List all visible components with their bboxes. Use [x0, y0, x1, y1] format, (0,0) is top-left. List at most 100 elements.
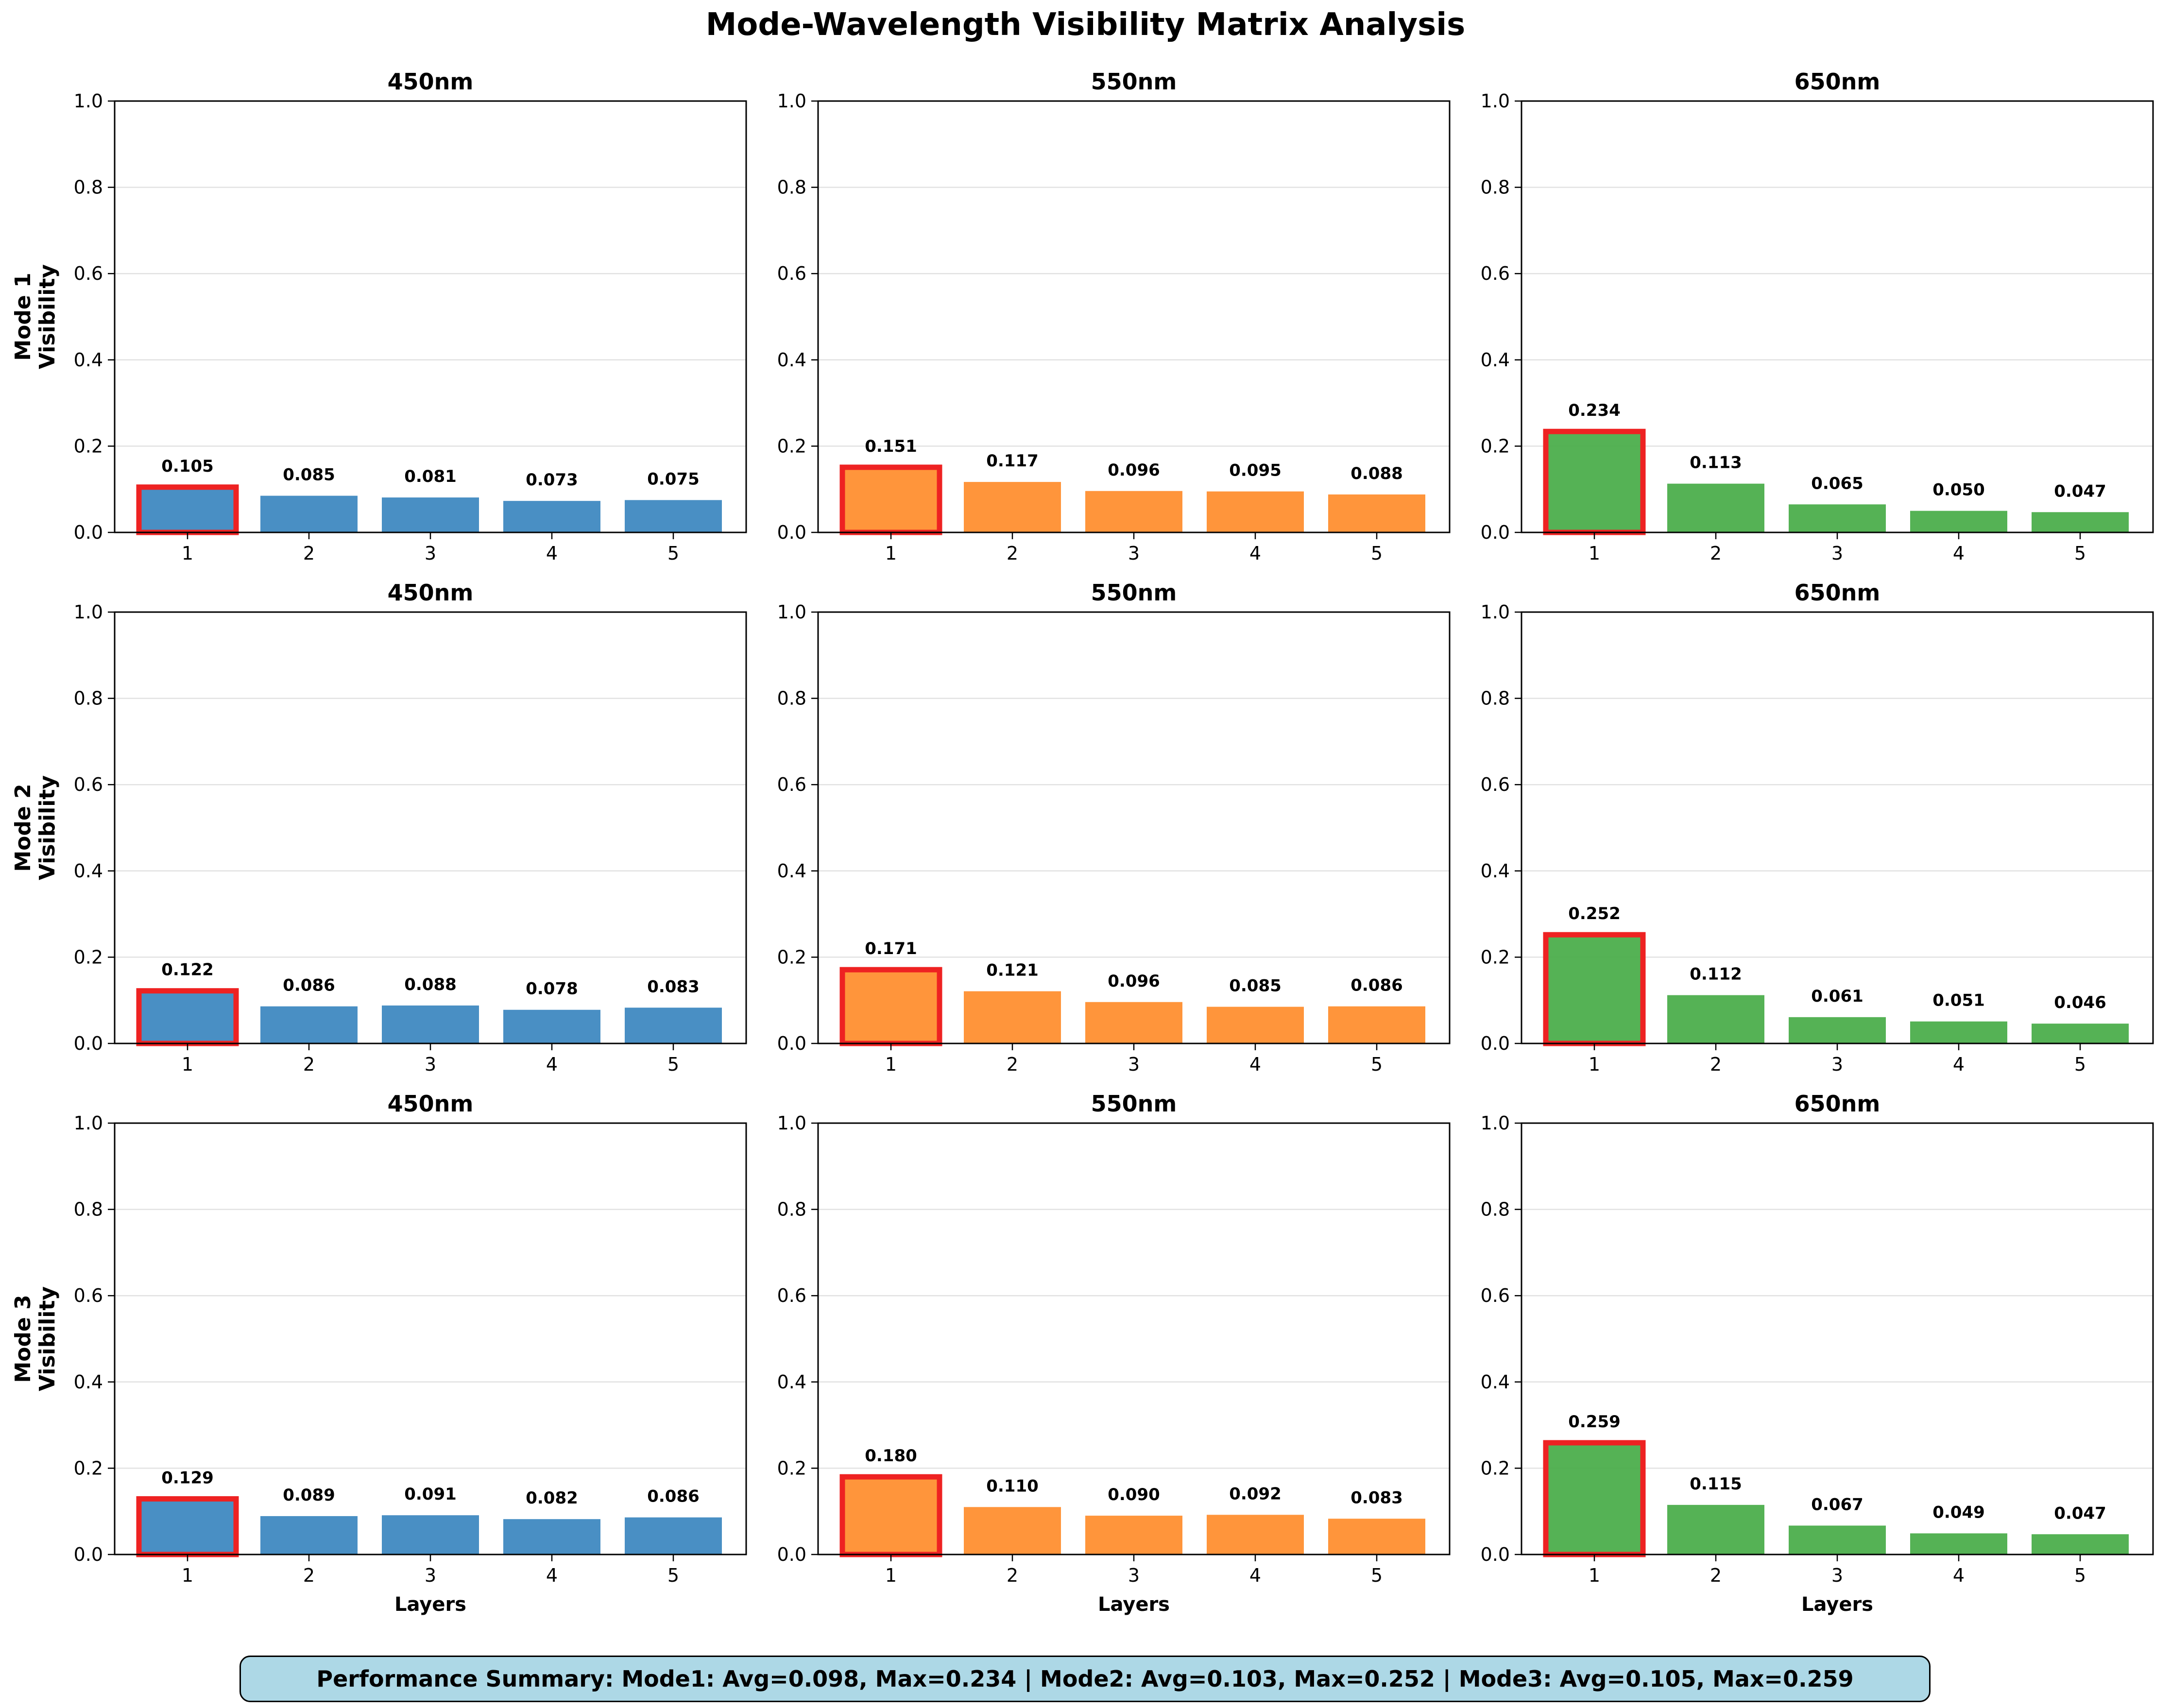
bar-layer-4 [1207, 491, 1304, 532]
bar-layer-3 [382, 497, 479, 532]
y-tick-label: 0.6 [74, 1285, 103, 1306]
bar-value-label: 0.180 [865, 1446, 917, 1466]
bar-layer-1-max [1543, 428, 1646, 535]
bar-layer-4 [1910, 511, 2007, 532]
y-tick-label: 1.0 [74, 601, 103, 623]
y-tick-label: 0.0 [777, 1033, 806, 1054]
x-tick-label: 1 [885, 1054, 897, 1075]
bar-value-label: 0.117 [986, 451, 1039, 471]
bar-layer-5 [625, 1008, 722, 1043]
y-tick-label: 0.6 [1481, 774, 1510, 795]
axes-frame [817, 611, 1451, 1044]
axes-frame [114, 611, 747, 1044]
performance-summary: Performance Summary: Mode1: Avg=0.098, M… [239, 1656, 1931, 1702]
bar-value-label: 0.112 [1690, 965, 1742, 984]
x-tick-label: 3 [1831, 543, 1843, 564]
bar-layer-1-max [1543, 932, 1646, 1046]
x-tick-label: 4 [546, 1054, 558, 1075]
figure-title: Mode-Wavelength Visibility Matrix Analys… [705, 7, 1466, 43]
y-tick-label: 0.2 [777, 946, 806, 968]
panel-mode1-550nm: 0.0 0.2 0.4 0.6 0.8 1.0 0.151 1 0.117 2 0.096 3 0.09… [777, 68, 1451, 564]
bar-layer-1-max [136, 988, 239, 1046]
x-tick-label: 2 [1007, 543, 1018, 564]
bar-value-label: 0.085 [1229, 976, 1282, 996]
x-tick-label: 5 [1371, 1054, 1383, 1075]
bar-value-label: 0.151 [865, 437, 917, 456]
y-tick-label: 0.6 [1481, 1285, 1510, 1306]
axes-frame [1521, 1122, 2154, 1555]
bar-layer-2 [260, 1006, 358, 1043]
x-tick-label: 4 [1249, 1054, 1261, 1075]
bar-value-label: 0.088 [1350, 464, 1403, 483]
x-tick-label: 4 [546, 543, 558, 564]
y-tick-label: 0.8 [777, 177, 806, 198]
bar-layer-5 [625, 1517, 722, 1554]
y-tick-label: 0.0 [1481, 1033, 1510, 1054]
x-tick-label: 5 [667, 1565, 679, 1586]
y-tick-label: 0.4 [777, 1371, 806, 1393]
bar-layer-5 [2032, 1024, 2129, 1043]
y-tick-label: 1.0 [1481, 601, 1510, 623]
bar-value-label: 0.092 [1229, 1484, 1282, 1503]
y-tick-label: 0.6 [1481, 263, 1510, 284]
bar-value-label: 0.051 [1932, 991, 1985, 1010]
bar-layer-2 [964, 482, 1061, 532]
bar-layer-1-max [839, 464, 942, 535]
y-tick-label: 1.0 [74, 90, 103, 112]
bar-layer-5 [1328, 1006, 1425, 1043]
panel-title: 550nm [1091, 1091, 1177, 1117]
y-tick-label: 0.4 [1481, 1371, 1510, 1393]
y-tick-label: 0.2 [1481, 1457, 1510, 1479]
panel-mode3-650nm: 0.0 0.2 0.4 0.6 0.8 1.0 0.259 1 0.115 2 0.067 3 0.04… [1481, 1091, 2154, 1616]
bar-value-label: 0.086 [1350, 976, 1403, 995]
bar-value-label: 0.110 [986, 1476, 1039, 1496]
bar-layer-1-max [839, 1474, 942, 1557]
bar-value-label: 0.171 [865, 939, 917, 958]
y-tick-label: 1.0 [777, 1112, 806, 1134]
bar-layer-3 [1085, 1002, 1182, 1043]
y-tick-label: 0.8 [1481, 688, 1510, 709]
x-tick-label: 3 [1128, 1565, 1140, 1586]
y-tick-label: 0.8 [74, 688, 103, 709]
bar-value-label: 0.046 [2054, 993, 2106, 1012]
bar-value-label: 0.121 [986, 961, 1039, 980]
bar-value-label: 0.259 [1568, 1412, 1621, 1432]
bar-layer-4 [1207, 1515, 1304, 1554]
bar-value-label: 0.089 [283, 1486, 335, 1505]
bar-layer-5 [625, 500, 722, 532]
bar-value-label: 0.047 [2054, 481, 2106, 501]
y-tick-label: 0.8 [777, 1199, 806, 1220]
y-tick-label: 0.2 [1481, 946, 1510, 968]
x-tick-label: 2 [1710, 1054, 1722, 1075]
x-tick-label: 2 [303, 543, 315, 564]
panel-mode2-450nm: 0.0 0.2 0.4 0.6 0.8 1.0 0.122 1 0.086 2 0.088 3 0.07… [74, 580, 747, 1075]
bar-value-label: 0.122 [161, 960, 214, 980]
x-tick-label: 4 [1953, 1565, 1965, 1586]
y-tick-label: 0.0 [74, 1544, 103, 1565]
y-tick-label: 0.4 [1481, 349, 1510, 371]
x-tick-label: 5 [1371, 543, 1383, 564]
y-tick-label: 0.6 [777, 1285, 806, 1306]
bar-layer-4 [1910, 1533, 2007, 1554]
bar-value-label: 0.096 [1108, 461, 1160, 480]
y-tick-label: 0.8 [74, 1199, 103, 1220]
x-tick-label: 5 [667, 1054, 679, 1075]
bar-layer-3 [1789, 504, 1886, 532]
x-tick-label: 5 [667, 543, 679, 564]
y-tick-label: 0.4 [777, 349, 806, 371]
y-tick-label: 0.6 [74, 263, 103, 284]
bar-layer-2 [964, 1507, 1061, 1554]
x-tick-label: 3 [1128, 543, 1140, 564]
bar-value-label: 0.083 [1350, 1488, 1403, 1507]
x-tick-label: 3 [1128, 1054, 1140, 1075]
x-tick-label: 4 [1953, 1054, 1965, 1075]
bar-layer-3 [1789, 1017, 1886, 1043]
bar-value-label: 0.090 [1108, 1485, 1160, 1504]
bar-value-label: 0.086 [647, 1487, 700, 1506]
bar-value-label: 0.095 [1229, 461, 1282, 480]
bar-layer-5 [2032, 1534, 2129, 1554]
y-tick-label: 0.0 [777, 1544, 806, 1565]
bar-layer-3 [382, 1515, 479, 1554]
row-ylabel-visibility: Visibility [35, 775, 60, 880]
